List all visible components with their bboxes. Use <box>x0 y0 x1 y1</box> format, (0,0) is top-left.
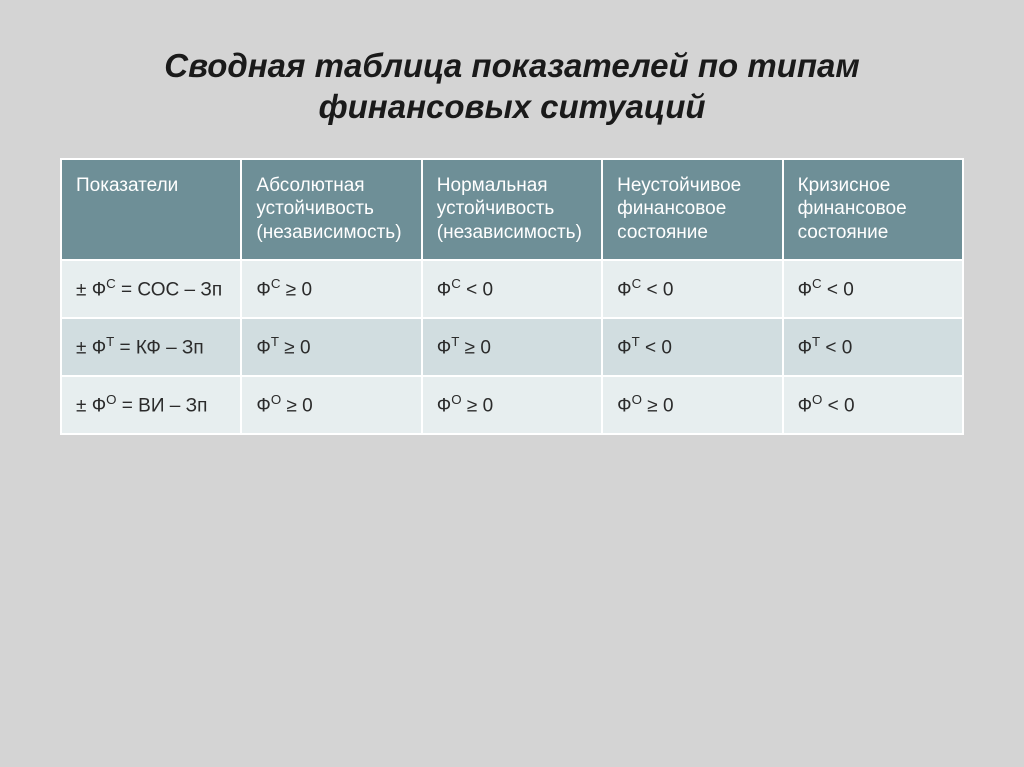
value-cell: ФО ≥ 0 <box>241 376 421 434</box>
page-title: Сводная таблица показателей по типам фин… <box>60 45 964 128</box>
table-header-row: Показатели Абсолютная устойчивость (неза… <box>61 159 963 260</box>
value-cell: ФО < 0 <box>783 376 963 434</box>
col-header: Показатели <box>61 159 241 260</box>
table-row: ± ФТ = КФ – Зп ФТ ≥ 0 ФТ ≥ 0 ФТ < 0 ФТ <… <box>61 318 963 376</box>
indicator-cell: ± ФТ = КФ – Зп <box>61 318 241 376</box>
value-cell: ФС < 0 <box>602 260 782 318</box>
value-cell: ФО ≥ 0 <box>422 376 602 434</box>
col-header: Абсолютная устойчивость (независимость) <box>241 159 421 260</box>
value-cell: ФС ≥ 0 <box>241 260 421 318</box>
value-cell: ФС < 0 <box>422 260 602 318</box>
indicator-cell: ± ФО = ВИ – Зп <box>61 376 241 434</box>
value-cell: ФС < 0 <box>783 260 963 318</box>
col-header: Неустойчивое финансовое состояние <box>602 159 782 260</box>
value-cell: ФТ ≥ 0 <box>422 318 602 376</box>
indicator-cell: ± ФС = СОС – Зп <box>61 260 241 318</box>
value-cell: ФТ ≥ 0 <box>241 318 421 376</box>
slide: Сводная таблица показателей по типам фин… <box>0 0 1024 767</box>
value-cell: ФТ < 0 <box>783 318 963 376</box>
value-cell: ФО ≥ 0 <box>602 376 782 434</box>
value-cell: ФТ < 0 <box>602 318 782 376</box>
table-row: ± ФО = ВИ – Зп ФО ≥ 0 ФО ≥ 0 ФО ≥ 0 ФО <… <box>61 376 963 434</box>
col-header: Кризисное финансовое состояние <box>783 159 963 260</box>
col-header: Нормальная устойчивость (независимость) <box>422 159 602 260</box>
summary-table: Показатели Абсолютная устойчивость (неза… <box>60 158 964 435</box>
table-row: ± ФС = СОС – Зп ФС ≥ 0 ФС < 0 ФС < 0 ФС … <box>61 260 963 318</box>
